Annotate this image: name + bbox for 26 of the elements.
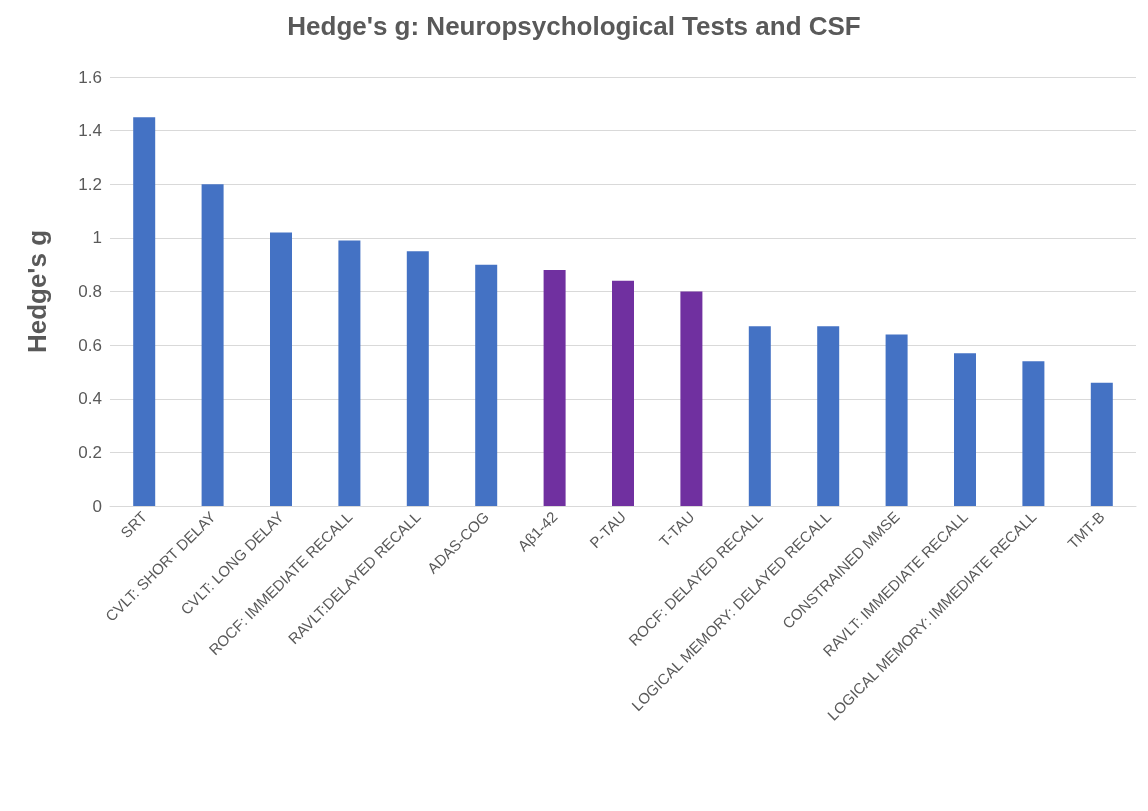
bar	[1022, 361, 1045, 506]
y-tick-label: 0.8	[78, 282, 102, 301]
y-tick-label: 1.2	[78, 174, 102, 194]
bar	[1090, 382, 1113, 506]
bar	[885, 334, 908, 506]
bar	[475, 264, 498, 506]
bar	[954, 353, 976, 506]
y-tick-label: 1.6	[78, 67, 102, 87]
bar	[543, 270, 566, 506]
y-tick-label: 0	[92, 496, 102, 516]
bar	[612, 280, 634, 506]
y-tick-label: 1	[92, 228, 102, 248]
y-tick-label: 0.4	[78, 389, 102, 409]
y-axis-title: Hedge's g	[22, 229, 52, 354]
y-tick-label: 0.2	[78, 442, 102, 462]
bar	[817, 326, 840, 506]
chart-title: Hedge's g: Neuropsychological Tests and CSF	[287, 11, 861, 41]
bar	[338, 240, 361, 506]
y-tick-label: 0.6	[78, 335, 102, 355]
y-tick-label: 1.4	[78, 121, 102, 141]
bar	[133, 117, 156, 506]
bar	[406, 251, 429, 506]
bar	[680, 291, 703, 506]
bar	[270, 232, 292, 506]
bar	[201, 184, 224, 506]
bar	[748, 326, 771, 506]
